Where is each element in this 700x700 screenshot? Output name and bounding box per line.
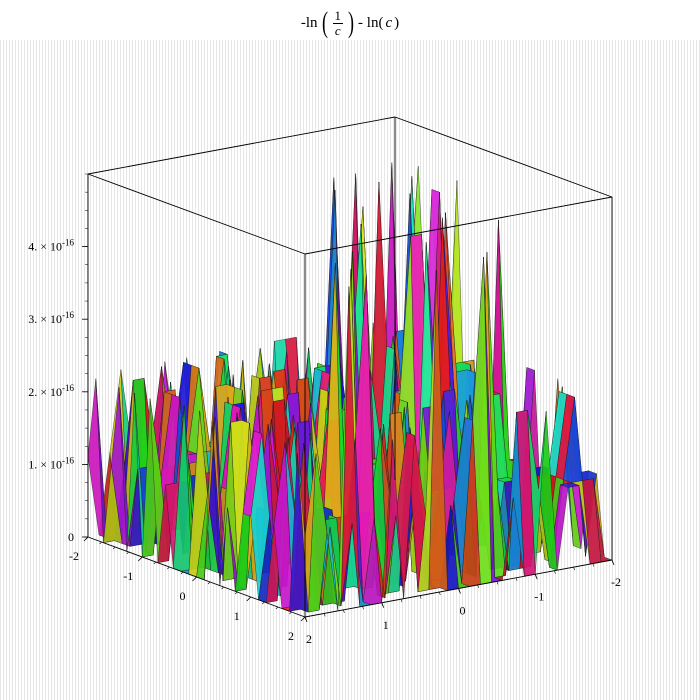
x-minor-tick-7 xyxy=(180,571,184,575)
z-tick-exp-4: -16 xyxy=(62,238,74,248)
y-minor-tick-10 xyxy=(496,581,499,585)
x-minor-tick-4 xyxy=(140,556,143,560)
z-tick-exp-2: -16 xyxy=(62,383,74,393)
y-minor-tick-0 xyxy=(304,616,307,621)
chart-title: -ln ( 1 c ) - ln(c) xyxy=(300,6,400,39)
title-frac-num: 1 xyxy=(332,7,344,24)
x-minor-tick-12 xyxy=(248,596,251,600)
x-minor-tick-15 xyxy=(289,611,292,615)
x-minor-tick-2 xyxy=(112,546,116,550)
box-edge-9 xyxy=(87,116,396,175)
title-middle: - ln( xyxy=(358,14,384,31)
y-minor-tick-15 xyxy=(592,563,595,567)
y-minor-tick-14 xyxy=(573,567,575,571)
x-tick-label-3: 1 xyxy=(234,609,240,623)
y-minor-tick-12 xyxy=(534,574,537,578)
y-minor-tick-13 xyxy=(554,570,556,574)
x-minor-tick-9 xyxy=(207,581,211,585)
x-tick-label-0: -2 xyxy=(69,549,79,563)
y-minor-tick-16 xyxy=(611,559,614,564)
y-minor-tick-2 xyxy=(343,609,345,613)
z-tick-label-0: 0 xyxy=(68,530,74,544)
y-tick-label-1: 1 xyxy=(383,618,389,632)
title-fraction: 1 c xyxy=(332,7,344,38)
title-frac-den: c xyxy=(334,22,341,38)
y-tick-label-3: -1 xyxy=(534,589,544,603)
y-minor-tick-7 xyxy=(439,591,441,596)
surface-layer xyxy=(87,162,613,613)
z-tick-exp-1: -16 xyxy=(62,455,74,465)
title-prefix: -ln xyxy=(300,14,318,31)
z-tick-label-2: 2. × 10-16 xyxy=(28,383,74,399)
y-minor-tick-1 xyxy=(323,613,326,617)
y-minor-tick-4 xyxy=(381,602,384,606)
y-minor-tick-8 xyxy=(458,588,460,592)
x-minor-tick-1 xyxy=(99,541,102,545)
z-tick-label-3: 3. × 10-16 xyxy=(28,310,74,326)
y-tick-label-4: -2 xyxy=(611,575,621,589)
y-tick-label-0: 2 xyxy=(306,632,312,646)
box-edge-7 xyxy=(304,196,613,255)
title-suffix: ) xyxy=(394,14,400,31)
x-tick-label-2: 0 xyxy=(180,589,186,603)
y-minor-tick-3 xyxy=(362,606,364,610)
x-minor-tick-13 xyxy=(262,601,265,605)
x-minor-tick-10 xyxy=(221,586,224,590)
x-tick-label-4: 2 xyxy=(288,629,294,643)
z-tick-label-1: 1. × 10-16 xyxy=(28,455,74,471)
title-var: c xyxy=(385,14,393,31)
x-tick-label-1: -1 xyxy=(123,569,133,583)
box-edge-6 xyxy=(87,173,306,255)
x-minor-tick-6 xyxy=(167,566,170,570)
x-minor-tick-14 xyxy=(275,606,279,610)
x-minor-tick-3 xyxy=(126,551,129,555)
y-minor-tick-6 xyxy=(419,595,422,599)
y-tick-label-2: 0 xyxy=(460,604,466,618)
z-tick-label-4: 4. × 10-16 xyxy=(28,238,74,254)
x-minor-tick-8 xyxy=(194,576,197,580)
x-minor-tick-11 xyxy=(234,591,238,595)
y-minor-tick-5 xyxy=(400,599,403,603)
y-minor-tick-11 xyxy=(515,577,518,581)
z-tick-exp-3: -16 xyxy=(62,310,74,320)
x-minor-tick-16 xyxy=(302,616,306,620)
x-minor-tick-5 xyxy=(153,561,157,565)
box-edge-8 xyxy=(394,116,613,198)
y-minor-tick-9 xyxy=(477,584,479,589)
